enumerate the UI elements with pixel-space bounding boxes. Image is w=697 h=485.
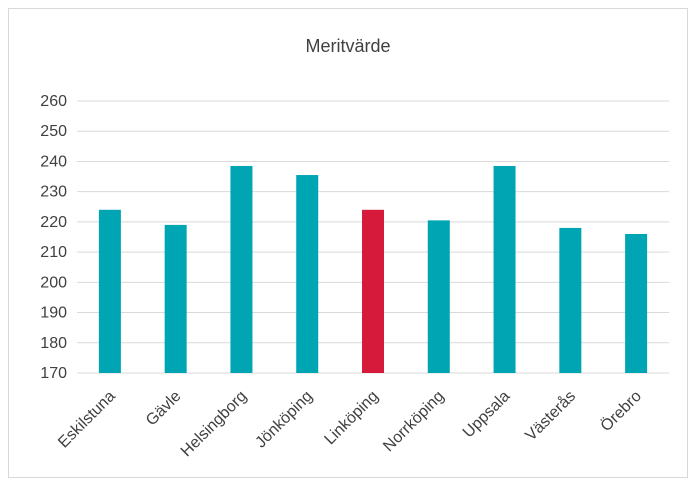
bar-8 — [625, 233, 648, 373]
bar-2 — [230, 165, 253, 373]
y-axis-ticks: 170 180 190 200 210 220 230 240 250 260 — [40, 93, 67, 382]
x-category-label: Helsingborg — [178, 388, 250, 460]
x-category-label: Jönköping — [252, 388, 316, 452]
bar-6 — [493, 165, 516, 373]
bar-5 — [427, 220, 450, 373]
y-tick-label: 230 — [40, 184, 67, 201]
chart-title: Meritvärde — [305, 36, 390, 56]
y-tick-label: 220 — [40, 214, 67, 231]
x-category-label: Uppsala — [460, 388, 514, 442]
bar-chart: Meritvärde 170 180 190 200 210 220 230 240 250 26… — [40, 36, 669, 460]
y-tick-label: 170 — [40, 365, 67, 382]
y-tick-label: 250 — [40, 123, 67, 140]
y-tick-label: 180 — [40, 335, 67, 352]
bar-3 — [296, 175, 319, 373]
bars — [98, 165, 648, 373]
x-category-label: Linköping — [321, 388, 381, 448]
bar-4 — [362, 209, 384, 373]
bar-1 — [164, 224, 187, 373]
y-tick-label: 190 — [40, 305, 67, 322]
bar-7 — [559, 227, 582, 373]
x-category-label: Gävle — [143, 388, 185, 430]
x-category-label: Norrköping — [380, 388, 447, 455]
x-category-label: Eskilstuna — [55, 388, 119, 452]
x-category-label: Västerås — [522, 387, 579, 444]
bar-0 — [98, 209, 121, 373]
y-tick-label: 260 — [40, 93, 67, 110]
y-tick-label: 240 — [40, 153, 67, 170]
y-tick-label: 210 — [40, 244, 67, 261]
chart-container: Meritvärde 170 180 190 200 210 220 230 240 250 26… — [8, 8, 688, 478]
x-category-label: Örebro — [597, 387, 645, 435]
y-tick-label: 200 — [40, 274, 67, 291]
